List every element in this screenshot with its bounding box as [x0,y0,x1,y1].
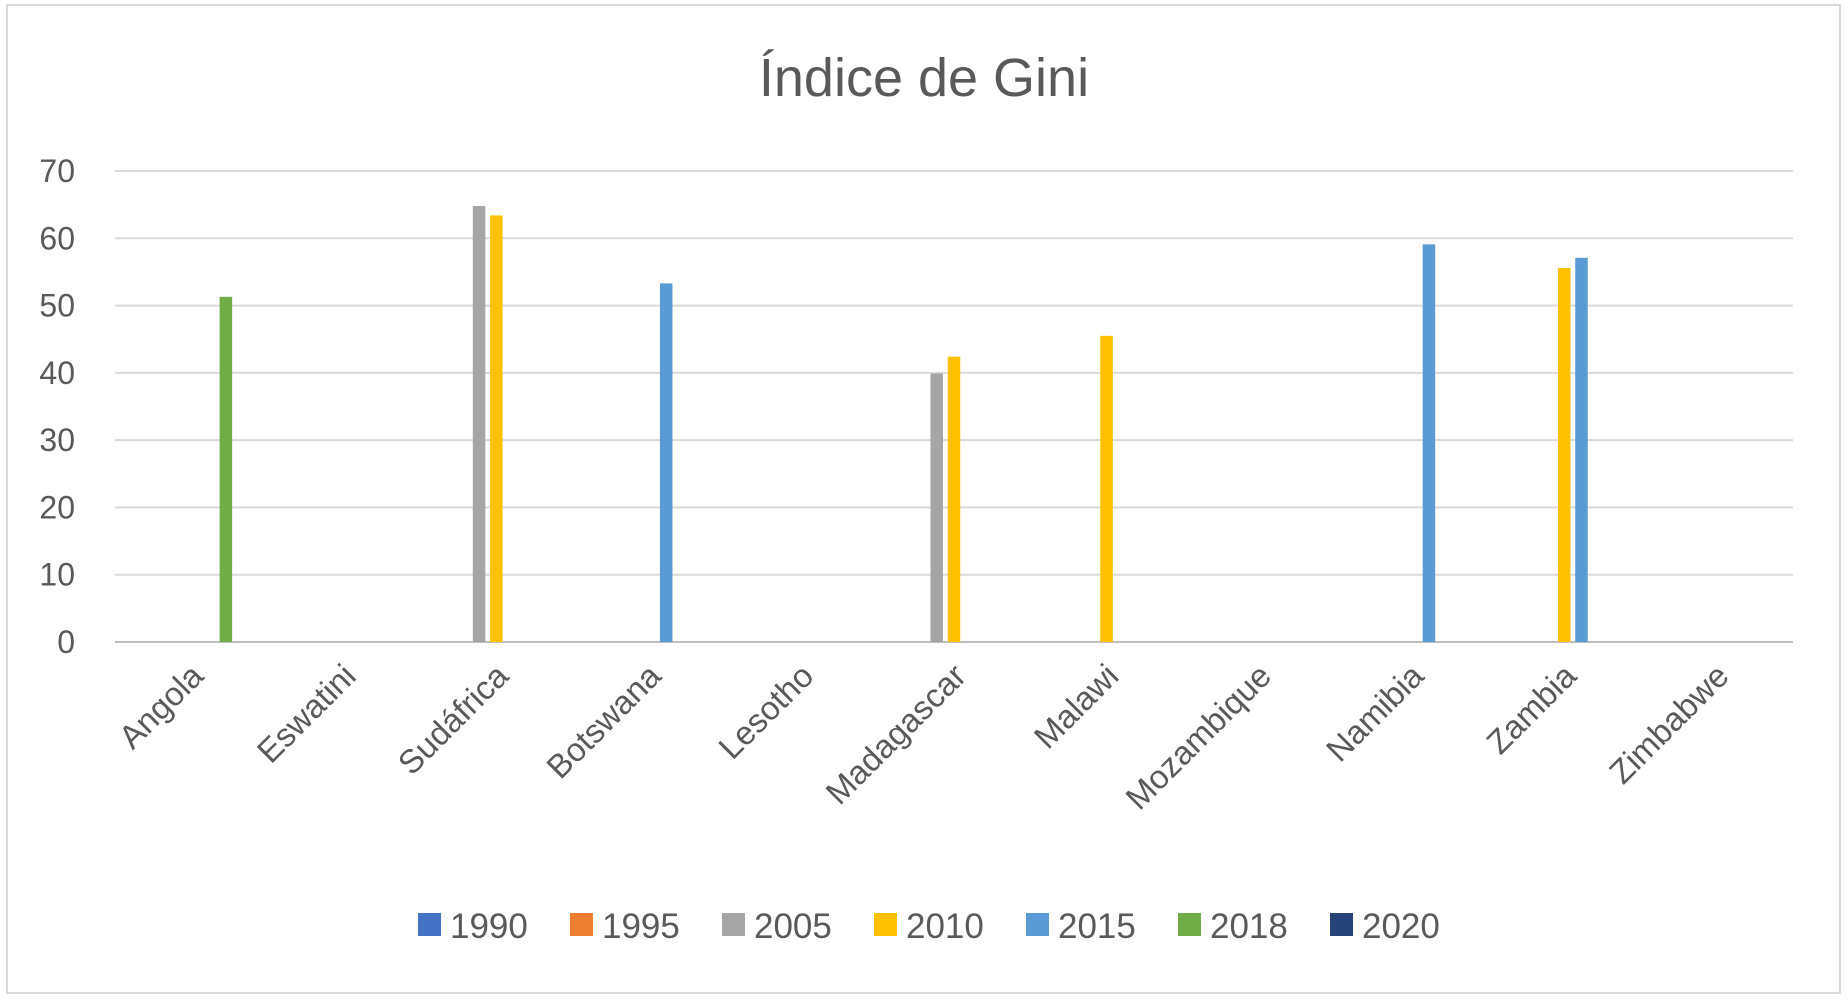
bars-layer [219,205,1588,642]
legend: 1990 1995 2005 2010 2015 2018 2020 [418,907,1440,946]
bar-2018-angola [219,296,233,642]
x-tick-label: Sudáfrica [391,656,516,781]
legend-swatch-2015 [1026,913,1049,936]
legend-label-1990: 1990 [450,907,528,946]
x-tick-label: Zambia [1479,656,1583,760]
y-tick-label: 0 [57,624,75,660]
legend-label-1995: 1995 [602,907,680,946]
y-tick-label: 10 [39,557,75,593]
bar-2010-sudáfrica [490,215,503,642]
x-tick-label: Zimbabwe [1602,657,1736,791]
grid-layer: 0 10 20 30 40 50 60 70 [39,153,1793,660]
bar-2010-zambia [1557,267,1571,642]
bar-2015-botswana [659,283,673,642]
legend-swatch-2010 [874,913,897,936]
bar-2015-namibia [1422,244,1436,642]
y-tick-label: 40 [39,355,75,391]
bar-2015-zambia [1575,257,1588,642]
legend-swatch-1990 [418,913,441,936]
x-tick-label: Malawi [1027,657,1126,756]
bar-2005-madagascar [930,373,943,642]
x-tick-label: Madagascar [818,657,973,812]
legend-label-2018: 2018 [1210,907,1288,946]
x-tick-label: Namibia [1319,656,1431,768]
legend-label-2005: 2005 [754,907,832,946]
bar-2010-madagascar [947,356,961,642]
x-tick-label: Angola [111,656,210,755]
x-tick-label: Botswana [539,656,668,785]
legend-label-2020: 2020 [1362,907,1440,946]
legend-label-2015: 2015 [1058,907,1136,946]
legend-swatch-2005 [722,913,745,936]
legend-swatch-2018 [1178,913,1201,936]
legend-swatch-1995 [570,913,593,936]
legend-swatch-2020 [1330,913,1353,936]
y-tick-label: 70 [39,153,75,189]
y-tick-label: 60 [39,220,75,256]
chart-frame [6,4,1841,994]
bar-2010-malawi [1100,335,1113,642]
x-tick-label: Eswatini [250,657,363,770]
x-tick-label: Mozambique [1118,657,1278,817]
legend-label-2010: 2010 [906,907,984,946]
x-tick-label: Lesotho [711,657,820,766]
chart-title: Índice de Gini [759,48,1089,108]
y-tick-label: 20 [39,489,75,525]
y-tick-label: 50 [39,288,75,324]
x-axis: Angola Eswatini Sudáfrica Botswana LesothoMa… [111,656,1735,816]
y-tick-label: 30 [39,422,75,458]
bar-2005-sudáfrica [472,205,486,642]
